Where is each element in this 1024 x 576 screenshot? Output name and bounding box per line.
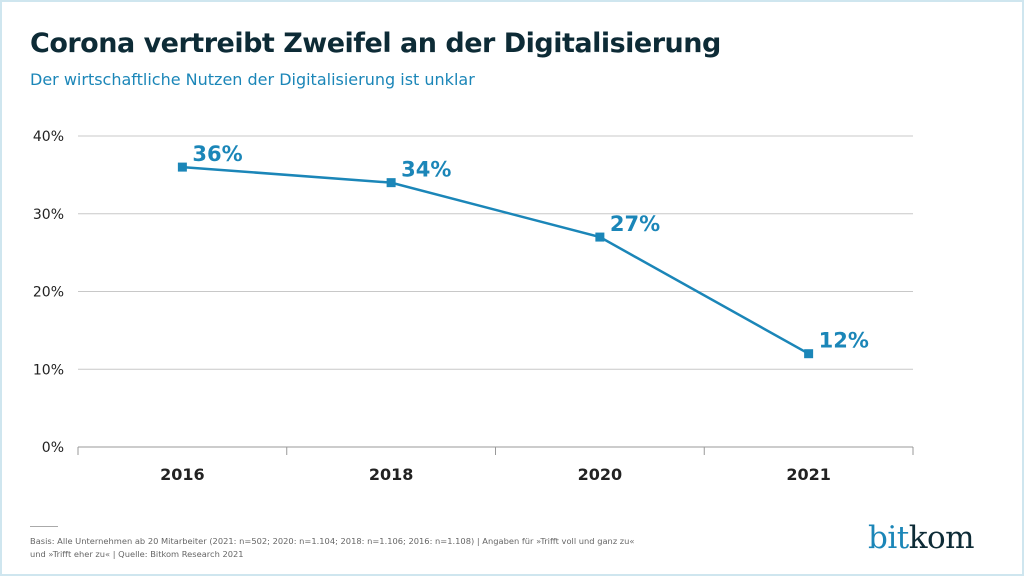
y-tick-label: 20% [33, 285, 64, 301]
footnote-divider [30, 526, 58, 527]
chart-title: Corona vertreibt Zweifel an der Digitali… [30, 28, 721, 59]
footnote: Basis: Alle Unternehmen ab 20 Mitarbeite… [30, 535, 650, 561]
x-tick-label: 2021 [786, 465, 831, 484]
y-tick-label: 40% [33, 129, 64, 145]
data-point-marker [595, 232, 605, 242]
x-tick-label: 2020 [578, 465, 623, 484]
x-tick-label: 2018 [369, 465, 414, 484]
data-point-marker [804, 349, 814, 359]
footnote-line-2: und »Trifft eher zu« | Quelle: Bitkom Re… [30, 549, 244, 559]
data-label: 36% [192, 142, 242, 166]
data-label: 12% [819, 329, 869, 353]
y-tick-label: 0% [42, 440, 64, 456]
data-point-marker [177, 162, 187, 172]
y-tick-label: 10% [33, 362, 64, 378]
x-tick-label: 2016 [160, 465, 205, 484]
series-line [182, 165, 810, 355]
chart-subtitle: Der wirtschaftliche Nutzen der Digitalis… [30, 70, 475, 89]
y-tick-label: 30% [33, 207, 64, 223]
data-label: 34% [401, 158, 451, 182]
bitkom-logo: bitkom [868, 520, 975, 556]
data-point-marker [386, 178, 396, 188]
data-label: 27% [610, 212, 660, 236]
footnote-line-1: Basis: Alle Unternehmen ab 20 Mitarbeite… [30, 536, 635, 546]
